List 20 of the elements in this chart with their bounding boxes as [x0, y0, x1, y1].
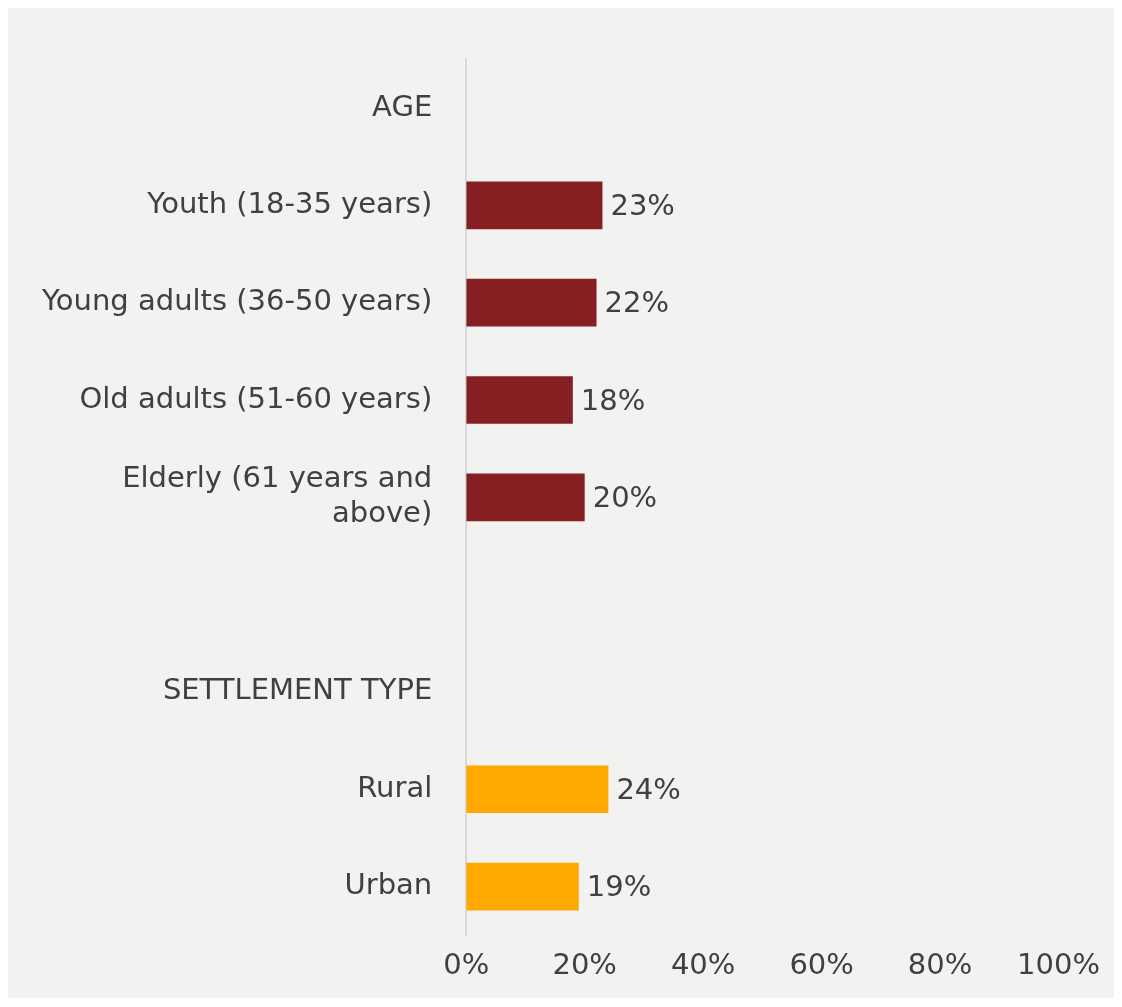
x-tick-label: 40%	[670, 947, 736, 982]
x-tick-label: 60%	[789, 947, 854, 982]
x-tick-label: 0%	[443, 947, 490, 982]
y-tick-label: Old adults (51-60 years)	[79, 380, 433, 415]
data-label: 18%	[580, 382, 646, 417]
data-label: 22%	[604, 285, 669, 320]
y-tick-label: Young adults (36-50 years)	[40, 283, 433, 318]
y-tick-label: SETTLEMENT TYPE	[162, 672, 433, 707]
x-tick-label: 20%	[552, 947, 617, 982]
y-tick-label: Elderly (61 years and above)	[122, 460, 433, 530]
data-label: 23%	[610, 187, 675, 222]
y-tick-label: Rural	[357, 769, 433, 804]
data-label: 19%	[586, 869, 652, 904]
y-tick-label: Youth (18-35 years)	[146, 185, 433, 220]
y-tick-label: Urban	[344, 867, 433, 902]
x-tick-label: 100%	[1017, 947, 1101, 982]
data-label: 24%	[616, 771, 681, 806]
data-label: 20%	[592, 479, 658, 514]
x-tick-label: 80%	[907, 947, 973, 982]
y-tick-label: AGE	[372, 88, 433, 123]
